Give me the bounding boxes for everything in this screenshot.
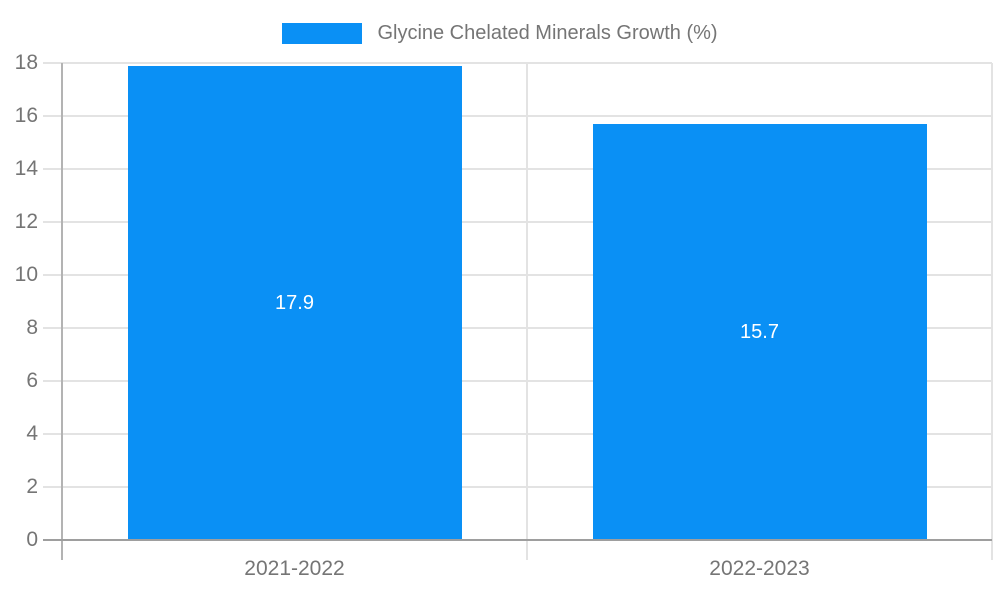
bar-value-label: 15.7 [740,320,779,343]
y-gridline [43,433,992,435]
y-axis-tick-label: 8 [26,316,38,339]
category-boundary-line [526,63,528,560]
x-axis-category-label: 2022-2023 [709,557,810,580]
y-axis-tick-label: 18 [14,51,38,74]
y-gridline [43,168,992,170]
plot-right-border [991,63,993,560]
y-axis-tick-label: 2 [26,475,38,498]
y-axis-tick-label: 10 [14,263,38,286]
x-axis-baseline [43,539,992,541]
y-gridline [43,327,992,329]
legend-swatch [282,22,363,44]
y-axis-tick-label: 0 [26,528,38,551]
y-axis-tick-label: 12 [14,210,38,233]
y-gridline [43,274,992,276]
y-axis-tick-label: 6 [26,369,38,392]
y-axis-tick-label: 14 [14,157,38,180]
legend-label: Glycine Chelated Minerals Growth (%) [377,21,718,44]
y-gridline [43,115,992,117]
y-gridline [43,380,992,382]
bar-value-label: 17.9 [275,291,314,314]
y-gridline [43,486,992,488]
x-axis-category-label: 2021-2022 [244,557,345,580]
y-axis-tick-label: 4 [26,422,38,445]
y-axis-line [61,63,63,560]
y-gridline [43,221,992,223]
legend[interactable]: Glycine Chelated Minerals Growth (%) [0,18,1000,48]
y-gridline [43,62,992,64]
y-axis-tick-label: 16 [14,104,38,127]
bar[interactable]: 15.7 [592,123,927,540]
bar[interactable]: 17.9 [127,65,462,540]
